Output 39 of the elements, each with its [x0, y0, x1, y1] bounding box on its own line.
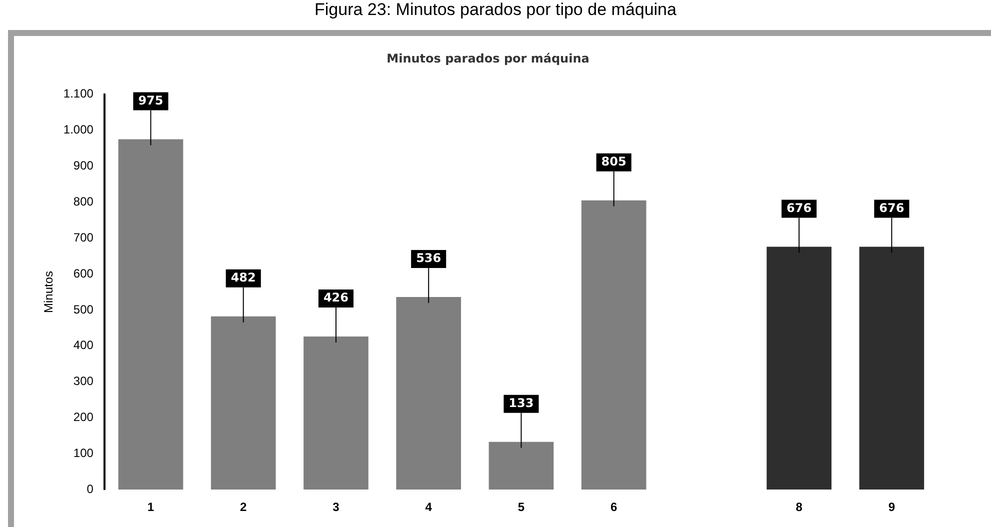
y-tick-label: 900	[73, 158, 94, 173]
bar	[210, 316, 276, 490]
y-tick-label: 400	[73, 338, 94, 352]
y-tick-label: 1.000	[63, 122, 94, 137]
x-tick-label: 6	[610, 500, 618, 514]
y-tick-label: 800	[73, 194, 94, 208]
data-label: 482	[230, 270, 256, 285]
bar	[581, 200, 646, 490]
bar	[304, 336, 368, 490]
text: Figura 23: Minutos parados por tipo de máquina	[314, 0, 678, 20]
x-tick-label: 2	[240, 500, 248, 514]
y-tick-label: 500	[73, 302, 94, 316]
data-label: 676	[879, 200, 904, 215]
y-tick-label: 1.100	[63, 86, 94, 101]
bar	[766, 246, 832, 490]
x-tick-label: 4	[425, 500, 432, 514]
chart-title: Minutos parados por máquina	[386, 51, 590, 66]
y-tick-label: 600	[73, 266, 94, 280]
y-axis-title: Minutos	[42, 270, 56, 314]
data-label: 676	[786, 200, 812, 215]
bar	[396, 297, 462, 490]
y-tick-label: 100	[73, 446, 94, 460]
bar	[118, 139, 184, 490]
y-tick-label: 700	[73, 230, 94, 244]
data-label: 133	[508, 396, 534, 410]
x-tick-label: 3	[332, 500, 340, 514]
y-tick-label: 300	[73, 374, 94, 388]
x-tick-label: 8	[796, 500, 803, 514]
x-tick-label: 5	[518, 500, 525, 514]
data-label: 805	[601, 154, 626, 169]
y-tick-label: 0	[86, 482, 94, 496]
bar	[488, 442, 554, 490]
x-tick-label: 9	[888, 500, 896, 514]
bar	[859, 246, 924, 490]
data-label: 536	[416, 251, 442, 266]
x-tick-label: 1	[147, 500, 154, 514]
data-label: 426	[323, 290, 349, 305]
data-label: 975	[138, 93, 164, 108]
y-tick-label: 200	[73, 410, 94, 424]
